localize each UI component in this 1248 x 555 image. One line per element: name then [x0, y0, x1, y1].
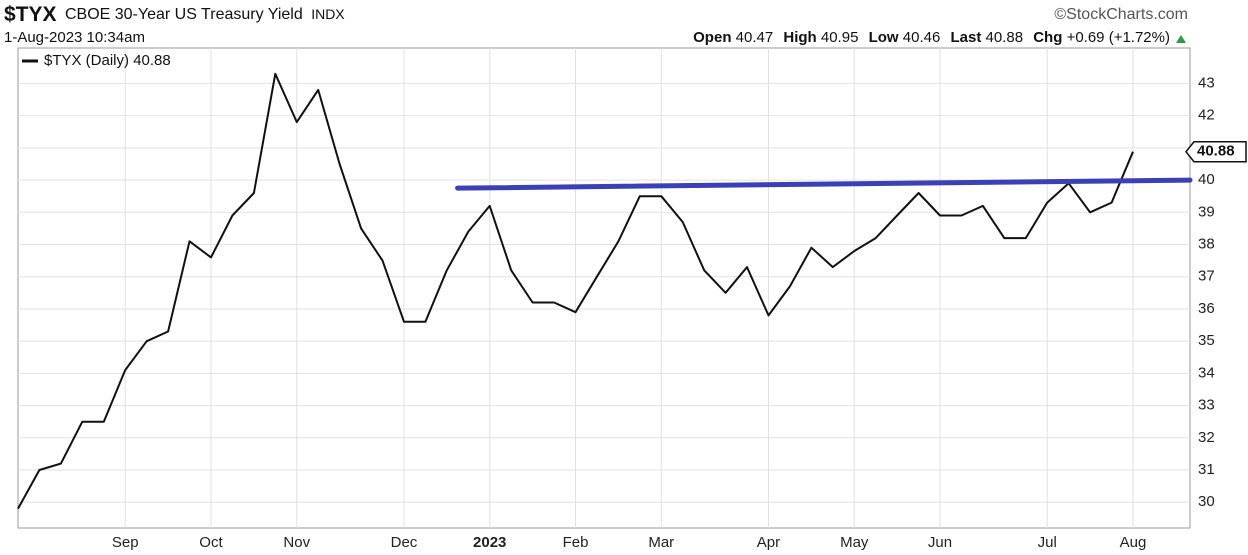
y-tick-label: 31	[1198, 461, 1215, 478]
source: ©StockCharts.com	[1054, 6, 1188, 23]
y-tick-label: 40	[1198, 171, 1215, 188]
legend-label: $TYX (Daily)	[44, 52, 129, 69]
y-tick-label: 39	[1198, 203, 1215, 220]
legend-value: 40.88	[133, 52, 171, 69]
y-tick-label: 32	[1198, 429, 1215, 446]
price-line	[17, 72, 1134, 510]
legend-entry: $TYX (Daily) 40.88	[44, 52, 171, 69]
y-tick-label: 34	[1198, 364, 1215, 381]
quote-label: Open	[693, 29, 731, 46]
chart-header: $TYX CBOE 30-Year US Treasury Yield INDX	[4, 3, 345, 26]
x-tick-label: Sep	[112, 534, 139, 551]
chart-title: CBOE 30-Year US Treasury Yield	[65, 6, 303, 23]
x-tick-label: Mar	[648, 534, 674, 551]
timestamp: 1-Aug-2023 10:34am	[4, 29, 145, 46]
quote-value: 40.88	[986, 29, 1024, 46]
y-tick-label: 42	[1198, 107, 1215, 124]
x-tick-label: Dec	[391, 534, 418, 551]
exchange: INDX	[311, 6, 345, 22]
x-tick-label: Oct	[199, 534, 223, 551]
last-badge	[1185, 140, 1247, 163]
y-tick-label: 35	[1198, 332, 1215, 349]
x-tick-label: 2023	[473, 534, 506, 551]
y-tick-label: 30	[1198, 493, 1215, 510]
x-tick-label: Apr	[757, 534, 780, 551]
plot-frame	[17, 47, 1191, 529]
quote: Open 40.47 High 40.95 Low 40.46 Last 40.…	[693, 29, 1170, 46]
x-tick-label: Feb	[563, 534, 589, 551]
y-tick-label: 37	[1198, 268, 1215, 285]
y-tick-label: 36	[1198, 300, 1215, 317]
symbol: $TYX	[4, 3, 57, 26]
quote-value: (+1.72%)	[1109, 29, 1170, 46]
x-tick-label: Aug	[1120, 534, 1147, 551]
y-tick-label: 33	[1198, 397, 1215, 414]
quote-label: Last	[950, 29, 981, 46]
x-tick-label: May	[840, 534, 869, 551]
quote-value: 40.47	[736, 29, 774, 46]
quote-value: 40.46	[903, 29, 941, 46]
y-tick-label: 38	[1198, 235, 1215, 252]
x-tick-label: Nov	[283, 534, 310, 551]
quote-label: Low	[869, 29, 899, 46]
quote-value: 40.95	[821, 29, 859, 46]
trendline	[455, 177, 1193, 191]
last-value-label: 40.88	[1197, 143, 1235, 160]
x-tick-label: Jul	[1038, 534, 1057, 551]
up-arrow	[1176, 35, 1186, 43]
quote-value: +0.69	[1067, 29, 1105, 46]
quote-label: High	[783, 29, 816, 46]
y-tick-label: 43	[1198, 74, 1215, 91]
x-tick-label: Jun	[928, 534, 952, 551]
quote-label: Chg	[1033, 29, 1062, 46]
